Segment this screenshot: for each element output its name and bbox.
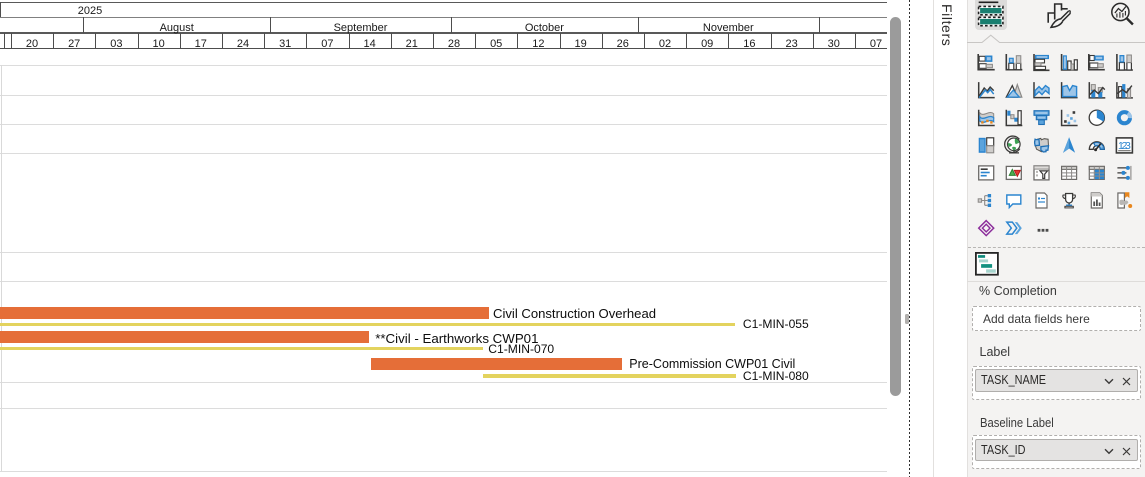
svg-text:123: 123 [1118,140,1131,152]
